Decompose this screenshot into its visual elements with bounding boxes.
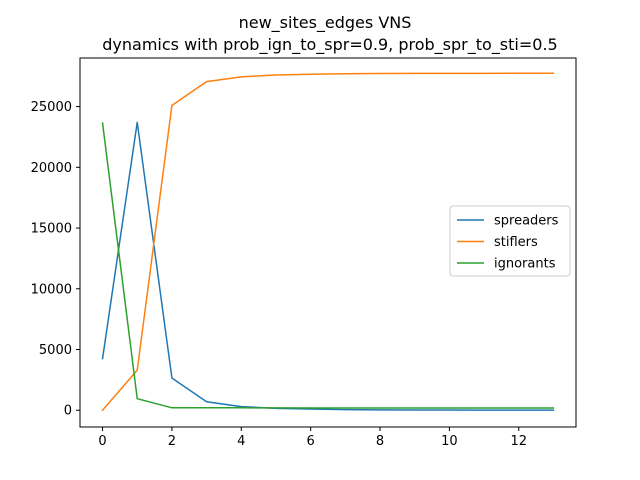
- y-tick-label: 0: [64, 404, 72, 419]
- legend: spreaders stiflers ignorants: [449, 205, 571, 277]
- y-tick-label: 15000: [31, 222, 72, 237]
- chart-title: new_sites_edges VNS: [239, 13, 412, 33]
- series-layer: [101, 72, 555, 412]
- legend-label-stiflers: stiflers: [494, 235, 538, 250]
- y-tick-label: 10000: [31, 282, 72, 297]
- x-axis: 0 2 4 6 8 10 12: [98, 427, 527, 449]
- x-tick-label: 6: [307, 434, 315, 449]
- x-tick-label: 0: [98, 434, 106, 449]
- x-tick-label: 2: [168, 434, 176, 449]
- x-tick-label: 12: [510, 434, 527, 449]
- y-tick-label: 25000: [31, 100, 72, 115]
- series-line-spreaders: [101, 121, 555, 411]
- x-tick-label: 4: [237, 434, 245, 449]
- plot-frame: [79, 57, 577, 428]
- x-tick-label: 10: [441, 434, 458, 449]
- y-tick-label: 20000: [31, 161, 72, 176]
- series-line-ignorants: [101, 122, 555, 409]
- y-axis: 0 5000 10000 15000 20000 25000: [31, 100, 80, 419]
- legend-box: [449, 205, 571, 277]
- series-line-stiflers: [101, 72, 555, 412]
- y-tick-label: 5000: [39, 343, 72, 358]
- legend-label-spreaders: spreaders: [494, 214, 559, 229]
- x-tick-label: 8: [376, 434, 384, 449]
- legend-label-ignorants: ignorants: [494, 257, 556, 272]
- chart-subtitle: dynamics with prob_ign_to_spr=0.9, prob_…: [102, 35, 557, 55]
